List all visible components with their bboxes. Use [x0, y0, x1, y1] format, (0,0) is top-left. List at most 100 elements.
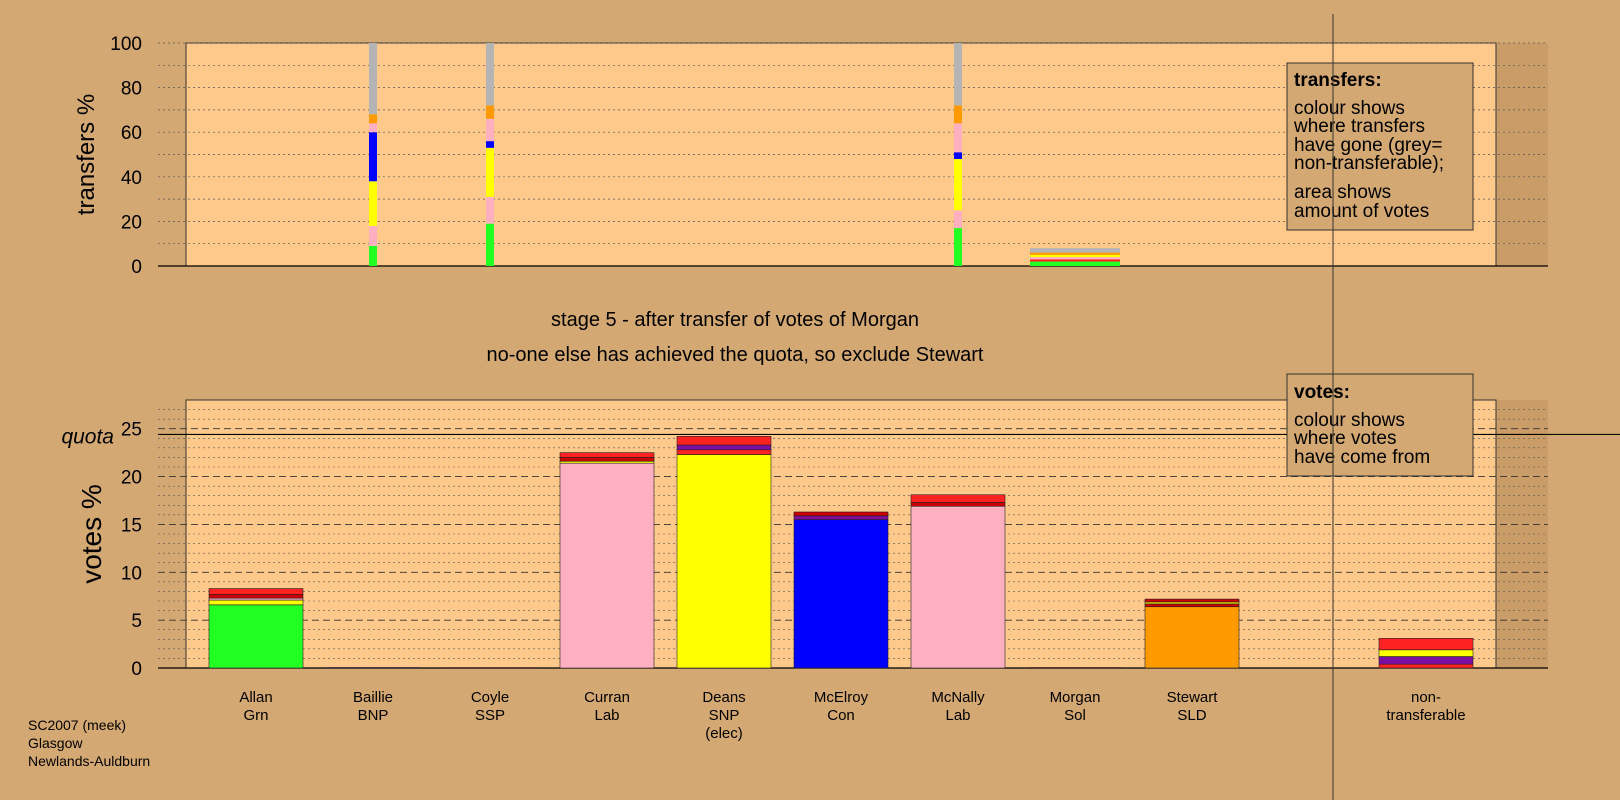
transfers-panel: 0 20 40 60 80 100 transfers % transfers: colour …	[73, 34, 1548, 278]
transfer-segment-mcnally	[954, 210, 962, 229]
candidate-party-label: Lab	[594, 707, 619, 724]
votes-tick-label: 0	[131, 659, 142, 680]
transfers-legend-heading: transfers:	[1294, 70, 1382, 91]
transfer-segment-mcnally	[954, 158, 962, 211]
stage-titles: stage 5 - after transfer of votes of Mor…	[487, 309, 984, 366]
candidate-party-label: SSP	[475, 707, 505, 724]
vote-bar-stewart	[1144, 603, 1240, 608]
vote-bar-curran	[559, 457, 655, 462]
nontransferable-label: non-	[1411, 689, 1441, 706]
quota-label: quota	[61, 425, 114, 448]
transfers-tick-label: 60	[121, 123, 142, 144]
transfer-segment-mcnally	[954, 228, 962, 266]
transfers-tick-label: 100	[110, 34, 142, 55]
vote-bar-nontransferable	[1378, 656, 1474, 665]
votes-legend-box	[1286, 373, 1474, 477]
transfer-segment-morgan	[1030, 248, 1120, 253]
votes-legend-heading: votes:	[1294, 382, 1350, 403]
transfer-segment-coyle	[486, 43, 494, 106]
transfers-legend-line: amount of votes	[1294, 201, 1429, 222]
vote-bar-curran	[559, 452, 655, 458]
candidate-elected-label: (elec)	[705, 725, 743, 742]
candidate-party-label: Con	[827, 707, 855, 724]
candidate-party-label: Sol	[1064, 707, 1086, 724]
transfer-segment-coyle	[486, 147, 494, 197]
vote-bar-mcnally	[910, 505, 1006, 669]
transfer-segment-mcnally	[954, 43, 962, 106]
transfer-segment-baillie	[369, 123, 377, 133]
votes-tick-label: 5	[131, 611, 142, 632]
nontransferable-label: transferable	[1386, 707, 1465, 724]
votes-legend-line: colour shows	[1294, 410, 1405, 431]
candidate-party-label: SLD	[1177, 707, 1206, 724]
transfer-segment-morgan	[1030, 257, 1120, 260]
vote-bar-deans	[676, 454, 772, 669]
stage-subtitle: no-one else has achieved the quota, so e…	[487, 344, 984, 366]
vote-bar-mcnally	[910, 494, 1006, 503]
candidate-name-label: Curran	[584, 689, 630, 706]
votes-tick-label: 15	[121, 515, 142, 536]
footer-line-2: Glasgow	[28, 735, 83, 751]
footer-line-3: Newlands-Auldburn	[28, 753, 150, 769]
candidate-party-label: BNP	[358, 707, 389, 724]
transfer-segment-baillie	[369, 43, 377, 115]
transfers-legend-line: non-transferable);	[1294, 153, 1444, 174]
transfers-legend-box	[1286, 62, 1474, 231]
vote-bar-allan	[208, 599, 304, 606]
vote-bar-allan	[208, 588, 304, 595]
transfer-segment-morgan	[1030, 259, 1120, 262]
transfer-segment-coyle	[486, 105, 494, 119]
transfer-segment-mcnally	[954, 152, 962, 159]
transfer-segment-baillie	[369, 225, 377, 246]
candidate-name-label: McElroy	[814, 689, 869, 706]
transfer-segment-mcnally	[954, 123, 962, 153]
vote-bar-stewart	[1144, 606, 1240, 669]
vote-bar-stewart	[1144, 598, 1240, 603]
vote-bar-morgan	[1027, 667, 1123, 669]
vote-bar-deans	[676, 436, 772, 446]
vote-bar-mcnally	[910, 502, 1006, 507]
transfer-segment-baillie	[369, 132, 377, 182]
transfers-legend-line: area shows	[1294, 182, 1391, 203]
transfer-segment-baillie	[369, 181, 377, 226]
vote-bar-mcelroy	[793, 515, 889, 520]
vote-bar-allan	[208, 604, 304, 669]
stage-title: stage 5 - after transfer of votes of Mor…	[551, 309, 919, 331]
transfer-segment-morgan	[1030, 254, 1120, 258]
transfer-segment-morgan	[1030, 261, 1120, 266]
candidate-party-label: SNP	[709, 707, 740, 724]
transfers-tick-label: 20	[121, 212, 142, 233]
transfer-segment-baillie	[369, 245, 377, 266]
candidate-name-label: Morgan	[1050, 689, 1101, 706]
vote-bar-nontransferable	[1378, 649, 1474, 657]
votes-legend-line: have come from	[1294, 447, 1430, 468]
vote-bar-mcelroy	[793, 511, 889, 517]
votes-axis-label: votes %	[76, 484, 107, 584]
candidate-name-label: Allan	[239, 689, 272, 706]
transfers-tick-label: 80	[121, 79, 142, 100]
vote-bar-allan	[208, 593, 304, 599]
votes-legend-line: where votes	[1293, 428, 1396, 449]
transfer-segment-coyle	[486, 141, 494, 148]
vote-bar-baillie	[325, 667, 421, 669]
transfers-legend-line: have gone (grey=	[1294, 135, 1442, 156]
transfers-tick-label: 40	[121, 168, 142, 189]
transfer-segment-coyle	[486, 196, 494, 224]
vote-bar-coyle	[442, 667, 538, 669]
footer-notes: SC2007 (meek) Glasgow Newlands-Auldburn	[28, 717, 150, 769]
votes-tick-label: 10	[121, 563, 142, 584]
votes-tick-label: 25	[121, 420, 142, 441]
transfers-legend-line: where transfers	[1293, 116, 1425, 137]
candidate-party-label: Lab	[945, 707, 970, 724]
transfer-segment-baillie	[369, 114, 377, 124]
transfers-axis-label: transfers %	[73, 94, 100, 215]
candidate-name-label: Stewart	[1167, 689, 1219, 706]
vote-bar-mcelroy	[793, 519, 889, 669]
transfer-segment-coyle	[486, 118, 494, 142]
vote-bar-deans	[676, 449, 772, 455]
footer-line-1: SC2007 (meek)	[28, 717, 126, 733]
votes-tick-label: 20	[121, 468, 142, 489]
transfers-legend-line: colour shows	[1294, 98, 1405, 119]
vote-bar-curran	[559, 462, 655, 669]
